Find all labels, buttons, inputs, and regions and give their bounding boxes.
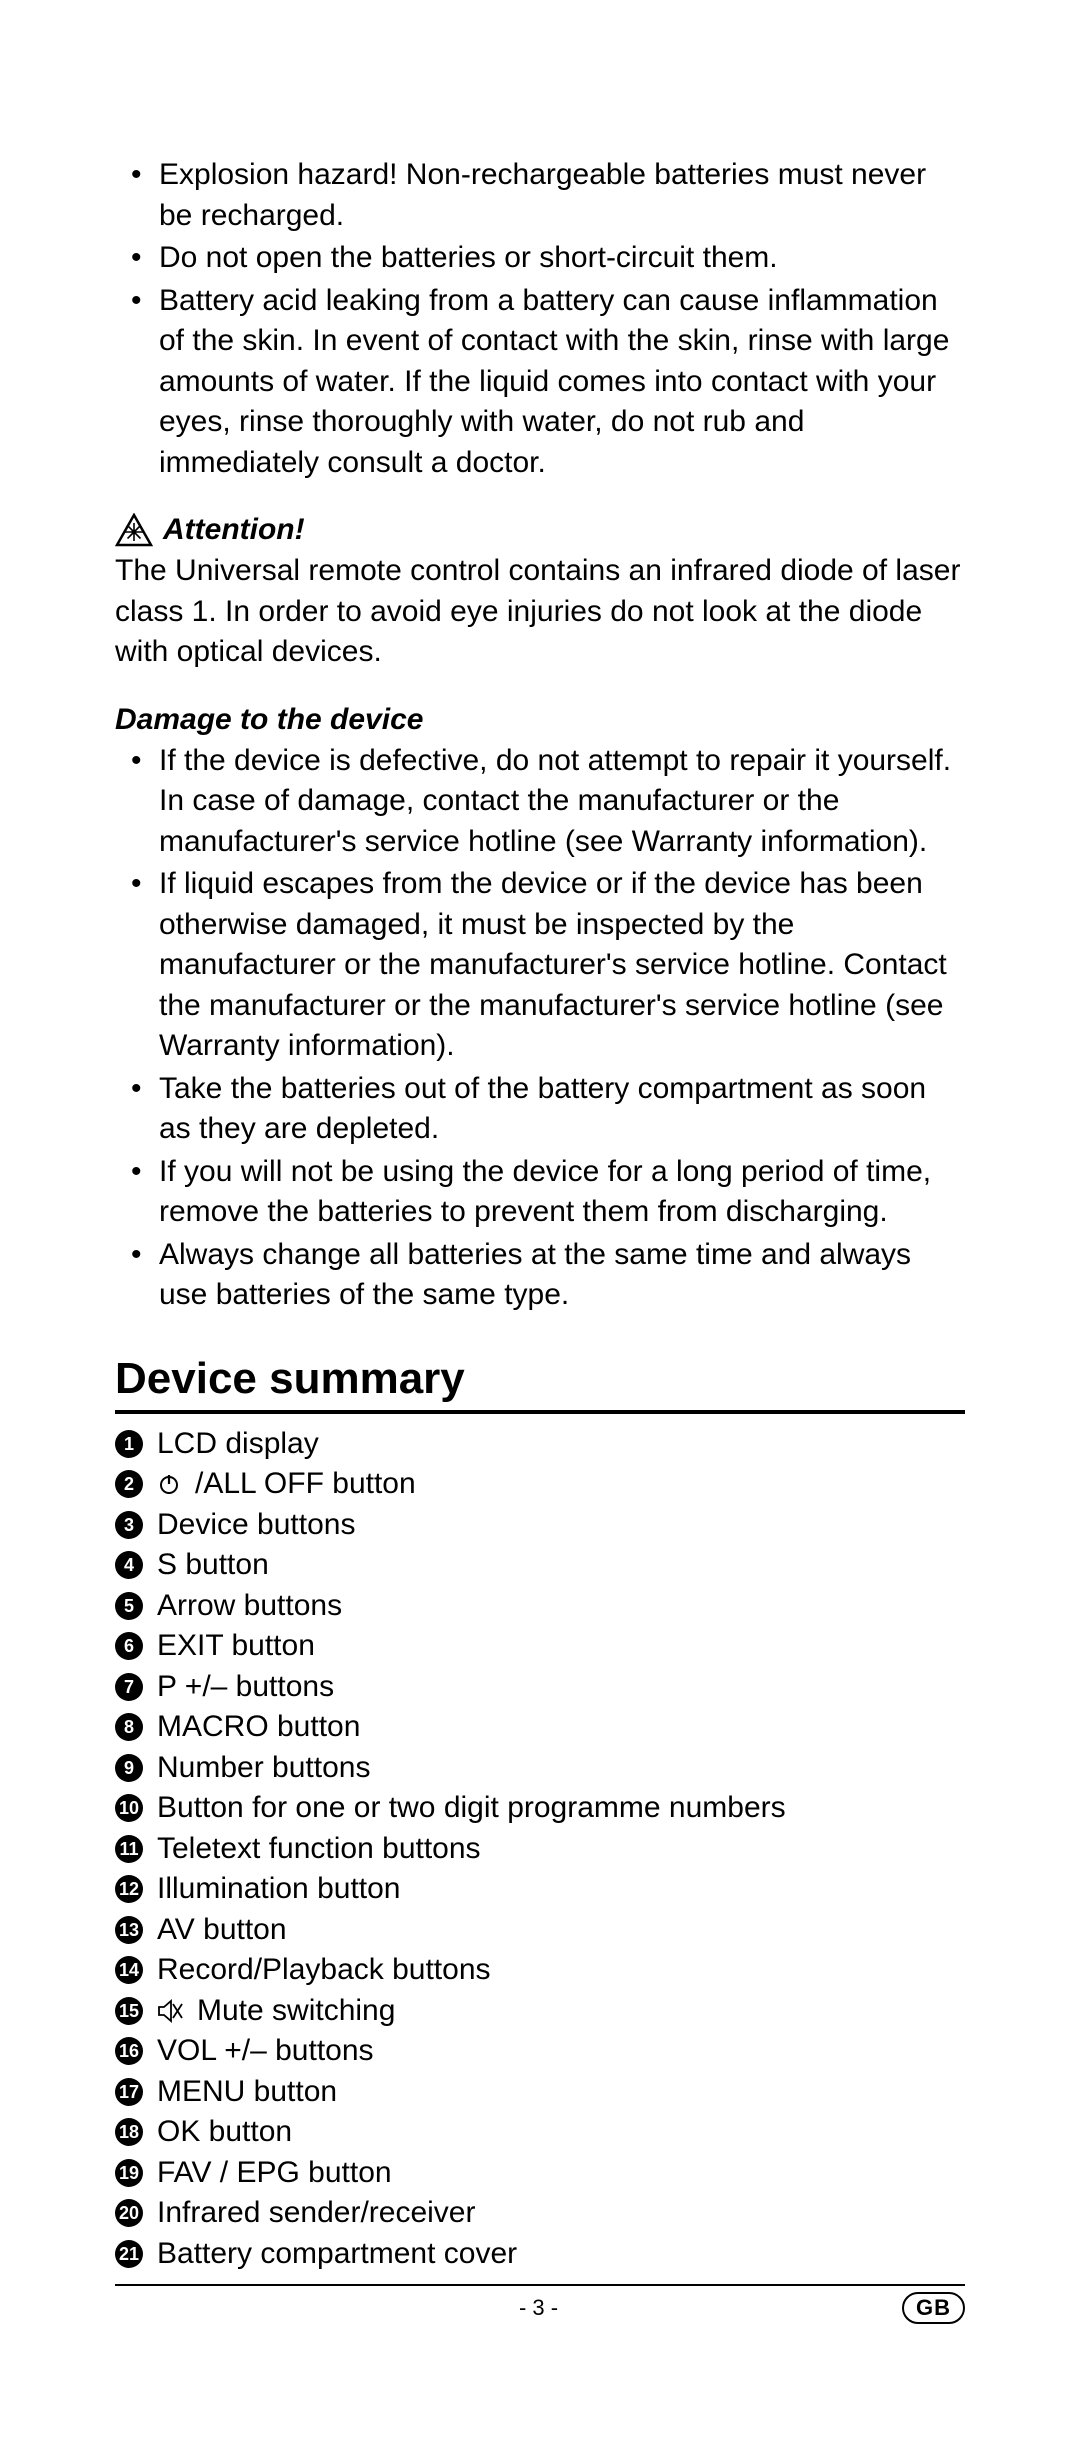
item-number-badge: 20 [115,2199,143,2227]
item-label: MENU button [157,2072,337,2113]
item-number-badge: 4 [115,1551,143,1579]
item-label: LCD display [157,1424,319,1465]
heading-rule [115,1410,965,1414]
item-number-badge: 19 [115,2159,143,2187]
attention-text: The Universal remote control contains an… [115,551,965,673]
device-list-item: 18 OK button [115,2112,965,2153]
item-number-badge: 15 [115,1997,143,2025]
device-list-item: 21 Battery compartment cover [115,2234,965,2275]
item-label: /ALL OFF button [195,1464,416,1505]
page-footer: - 3 - GB [115,2292,965,2324]
item-label: Infrared sender/receiver [157,2193,476,2234]
device-list-item: 10 Button for one or two digit programme … [115,1788,965,1829]
item-label: Record/Playback buttons [157,1950,491,1991]
list-item: If the device is defective, do not attem… [115,741,965,863]
device-list-item: 14 Record/Playback buttons [115,1950,965,1991]
device-list-item: 12 Illumination button [115,1869,965,1910]
list-item: Battery acid leaking from a battery can … [115,281,965,484]
item-number-badge: 18 [115,2118,143,2146]
region-badge: GB [902,2292,965,2324]
power-icon [157,1464,181,1505]
list-item: Always change all batteries at the same … [115,1235,965,1316]
item-number-badge: 12 [115,1875,143,1903]
item-label: AV button [157,1910,287,1951]
device-list-item: 7 P +/– buttons [115,1667,965,1708]
item-number-badge: 21 [115,2240,143,2268]
laser-warning-icon [115,513,153,547]
device-list-item: 15 Mute switching [115,1991,965,2032]
footer-rule [115,2284,965,2286]
device-summary-list: 1LCD display2 /ALL OFF button3Device but… [115,1424,965,2275]
item-label: Button for one or two digit programme nu… [157,1788,786,1829]
device-list-item: 19 FAV / EPG button [115,2153,965,2194]
item-number-badge: 11 [115,1835,143,1863]
device-list-item: 2 /ALL OFF button [115,1464,965,1505]
item-label: Arrow buttons [157,1586,342,1627]
device-list-item: 5 Arrow buttons [115,1586,965,1627]
item-number-badge: 8 [115,1713,143,1741]
item-label: Illumination button [157,1869,401,1910]
item-number-badge: 17 [115,2078,143,2106]
item-label: Battery compartment cover [157,2234,517,2275]
item-label: VOL +/– buttons [157,2031,374,2072]
device-list-item: 13 AV button [115,1910,965,1951]
mute-icon [157,1991,183,2032]
item-label: Teletext function buttons [157,1829,481,1870]
top-warning-list: Explosion hazard! Non-rechargeable batte… [115,155,965,483]
list-item: If liquid escapes from the device or if … [115,864,965,1067]
damage-title: Damage to the device [115,703,965,737]
item-number-badge: 13 [115,1916,143,1944]
device-list-item: 17 MENU button [115,2072,965,2113]
device-list-item: 8 MACRO button [115,1707,965,1748]
device-list-item: 9 Number buttons [115,1748,965,1789]
list-item: Take the batteries out of the battery co… [115,1069,965,1150]
item-number-badge: 1 [115,1430,143,1458]
item-label: OK button [157,2112,292,2153]
item-label: MACRO button [157,1707,360,1748]
list-item: Explosion hazard! Non-rechargeable batte… [115,155,965,236]
item-label: EXIT button [157,1626,315,1667]
item-number-badge: 2 [115,1470,143,1498]
attention-title: Attention! [163,513,305,547]
device-list-item: 3 Device buttons [115,1505,965,1546]
device-summary-heading: Device summary [115,1354,965,1404]
item-number-badge: 9 [115,1754,143,1782]
device-list-item: 16 VOL +/– buttons [115,2031,965,2072]
item-number-badge: 16 [115,2037,143,2065]
item-number-badge: 6 [115,1632,143,1660]
content-column: Explosion hazard! Non-rechargeable batte… [115,155,965,2324]
item-number-badge: 14 [115,1956,143,1984]
damage-list: If the device is defective, do not attem… [115,741,965,1316]
list-item: If you will not be using the device for … [115,1152,965,1233]
item-number-badge: 5 [115,1592,143,1620]
item-number-badge: 3 [115,1511,143,1539]
item-label: S button [157,1545,269,1586]
item-number-badge: 7 [115,1673,143,1701]
item-label: Device buttons [157,1505,355,1546]
item-label: FAV / EPG button [157,2153,392,2194]
page-number: - 3 - [175,2295,902,2321]
list-item: Do not open the batteries or short-circu… [115,238,965,279]
device-list-item: 20 Infrared sender/receiver [115,2193,965,2234]
device-list-item: 6 EXIT button [115,1626,965,1667]
item-label: Mute switching [197,1991,395,2032]
item-label: Number buttons [157,1748,370,1789]
device-list-item: 4 S button [115,1545,965,1586]
device-list-item: 11 Teletext function buttons [115,1829,965,1870]
device-list-item: 1 LCD display [115,1424,965,1465]
item-number-badge: 10 [115,1794,143,1822]
manual-page: Explosion hazard! Non-rechargeable batte… [0,0,1080,2404]
item-label: P +/– buttons [157,1667,334,1708]
attention-heading: Attention! [115,513,965,547]
